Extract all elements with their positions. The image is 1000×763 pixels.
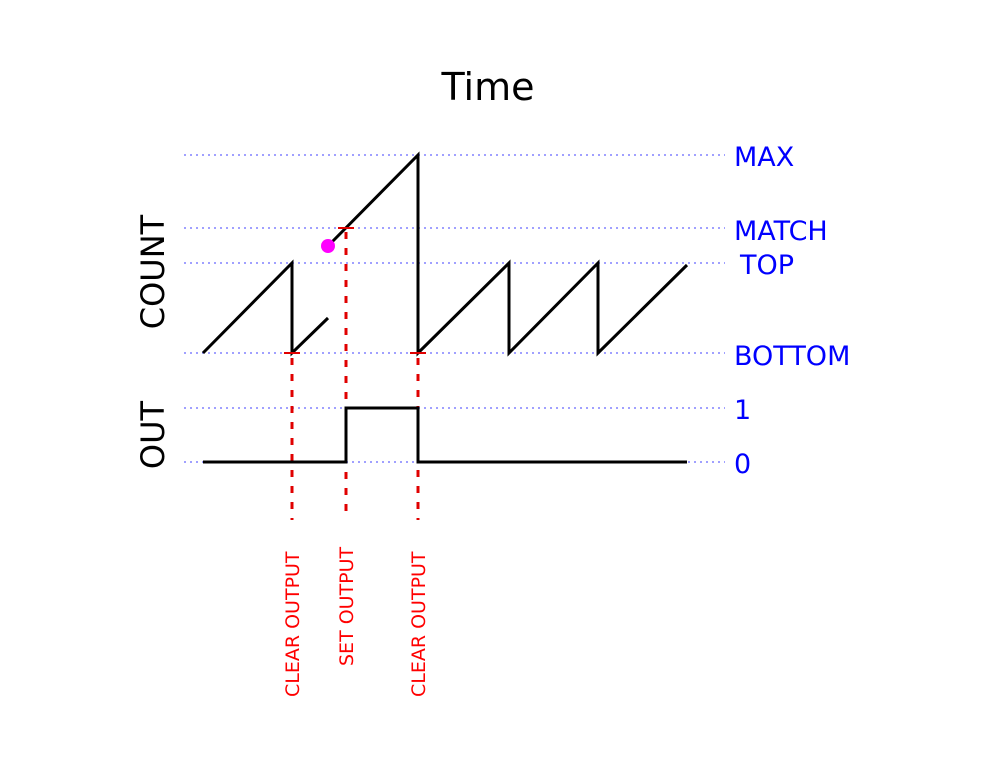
label-bottom: BOTTOM — [734, 341, 850, 372]
count-axis-label: COUNT — [134, 214, 172, 329]
out-axis-label: OUT — [134, 400, 172, 469]
out-waveform — [203, 406, 687, 464]
event-lines — [290, 232, 420, 520]
magenta-dot-icon — [321, 239, 335, 253]
title: Time — [441, 65, 535, 109]
count-segment-2 — [327, 151, 689, 357]
event-markers — [284, 227, 426, 354]
event-label-clear-2: CLEAR OUTPUT — [408, 551, 430, 697]
event-label-set: SET OUTPUT — [336, 546, 358, 666]
label-top: TOP — [739, 250, 794, 281]
label-one: 1 — [734, 395, 751, 426]
count-segment-1 — [201, 259, 330, 357]
label-match: MATCH — [734, 216, 828, 247]
count-waveform — [201, 151, 689, 357]
label-max: MAX — [734, 142, 794, 173]
label-zero: 0 — [734, 449, 751, 480]
event-label-clear-1: CLEAR OUTPUT — [282, 551, 304, 697]
